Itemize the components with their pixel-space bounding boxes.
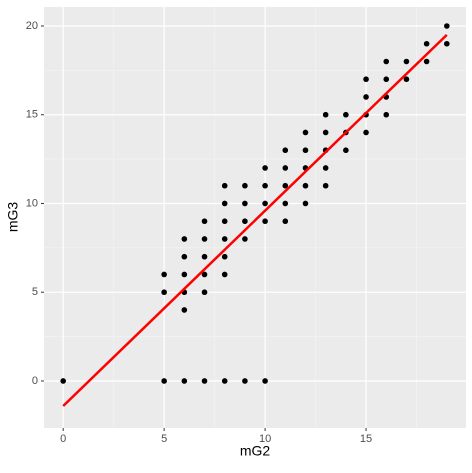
- point: [282, 147, 289, 154]
- point: [161, 378, 167, 384]
- point: [262, 165, 268, 171]
- point: [161, 271, 167, 278]
- fit-line: [62, 33, 448, 407]
- point: [221, 378, 228, 384]
- point: [221, 182, 228, 189]
- point: [201, 289, 208, 296]
- x-tick-label: 0: [60, 433, 66, 445]
- x-tick-label: 10: [259, 433, 271, 445]
- point: [302, 182, 309, 189]
- point: [201, 236, 208, 242]
- point: [322, 165, 329, 171]
- y-axis-title: mG3: [5, 202, 21, 233]
- point: [221, 271, 228, 278]
- point: [363, 76, 369, 83]
- point: [221, 200, 228, 207]
- point: [262, 218, 268, 225]
- point: [343, 147, 349, 154]
- point: [302, 129, 309, 136]
- point: [322, 111, 329, 118]
- y-tick-label: 15: [26, 109, 38, 121]
- point: [262, 200, 268, 207]
- point: [262, 378, 268, 384]
- y-tick-label: 0: [32, 375, 38, 387]
- point: [201, 218, 208, 225]
- point: [221, 218, 228, 225]
- point: [423, 40, 430, 47]
- point: [221, 253, 228, 260]
- point: [242, 236, 248, 242]
- point: [242, 378, 248, 384]
- point: [282, 218, 289, 225]
- x-axis-title: mG2: [240, 443, 271, 459]
- point: [262, 182, 268, 189]
- point: [403, 76, 410, 83]
- point: [161, 289, 167, 296]
- point: [282, 200, 289, 207]
- point: [60, 378, 66, 384]
- point: [322, 182, 329, 189]
- y-tick-label: 10: [26, 197, 38, 209]
- point: [403, 58, 410, 65]
- point: [363, 129, 369, 136]
- point: [302, 147, 309, 154]
- point: [181, 307, 188, 313]
- point: [242, 218, 248, 225]
- point: [363, 94, 369, 100]
- point: [383, 111, 390, 118]
- point: [383, 76, 390, 83]
- x-tick-label: 5: [161, 433, 167, 445]
- point: [201, 253, 208, 260]
- point: [444, 40, 450, 47]
- point: [242, 182, 248, 189]
- x-tick-label: 15: [360, 433, 372, 445]
- point: [221, 236, 228, 242]
- point: [201, 378, 208, 384]
- point: [181, 236, 188, 242]
- point: [201, 271, 208, 278]
- point: [282, 165, 289, 171]
- point: [242, 200, 248, 207]
- point: [282, 182, 289, 189]
- y-tick-label: 20: [26, 20, 38, 32]
- point: [444, 23, 450, 29]
- point: [181, 378, 188, 384]
- point: [343, 111, 349, 118]
- y-tick-label: 5: [32, 286, 38, 298]
- point: [302, 200, 309, 207]
- point: [423, 58, 430, 65]
- point: [181, 253, 188, 260]
- point: [322, 129, 329, 136]
- point: [383, 58, 390, 65]
- point: [181, 271, 188, 278]
